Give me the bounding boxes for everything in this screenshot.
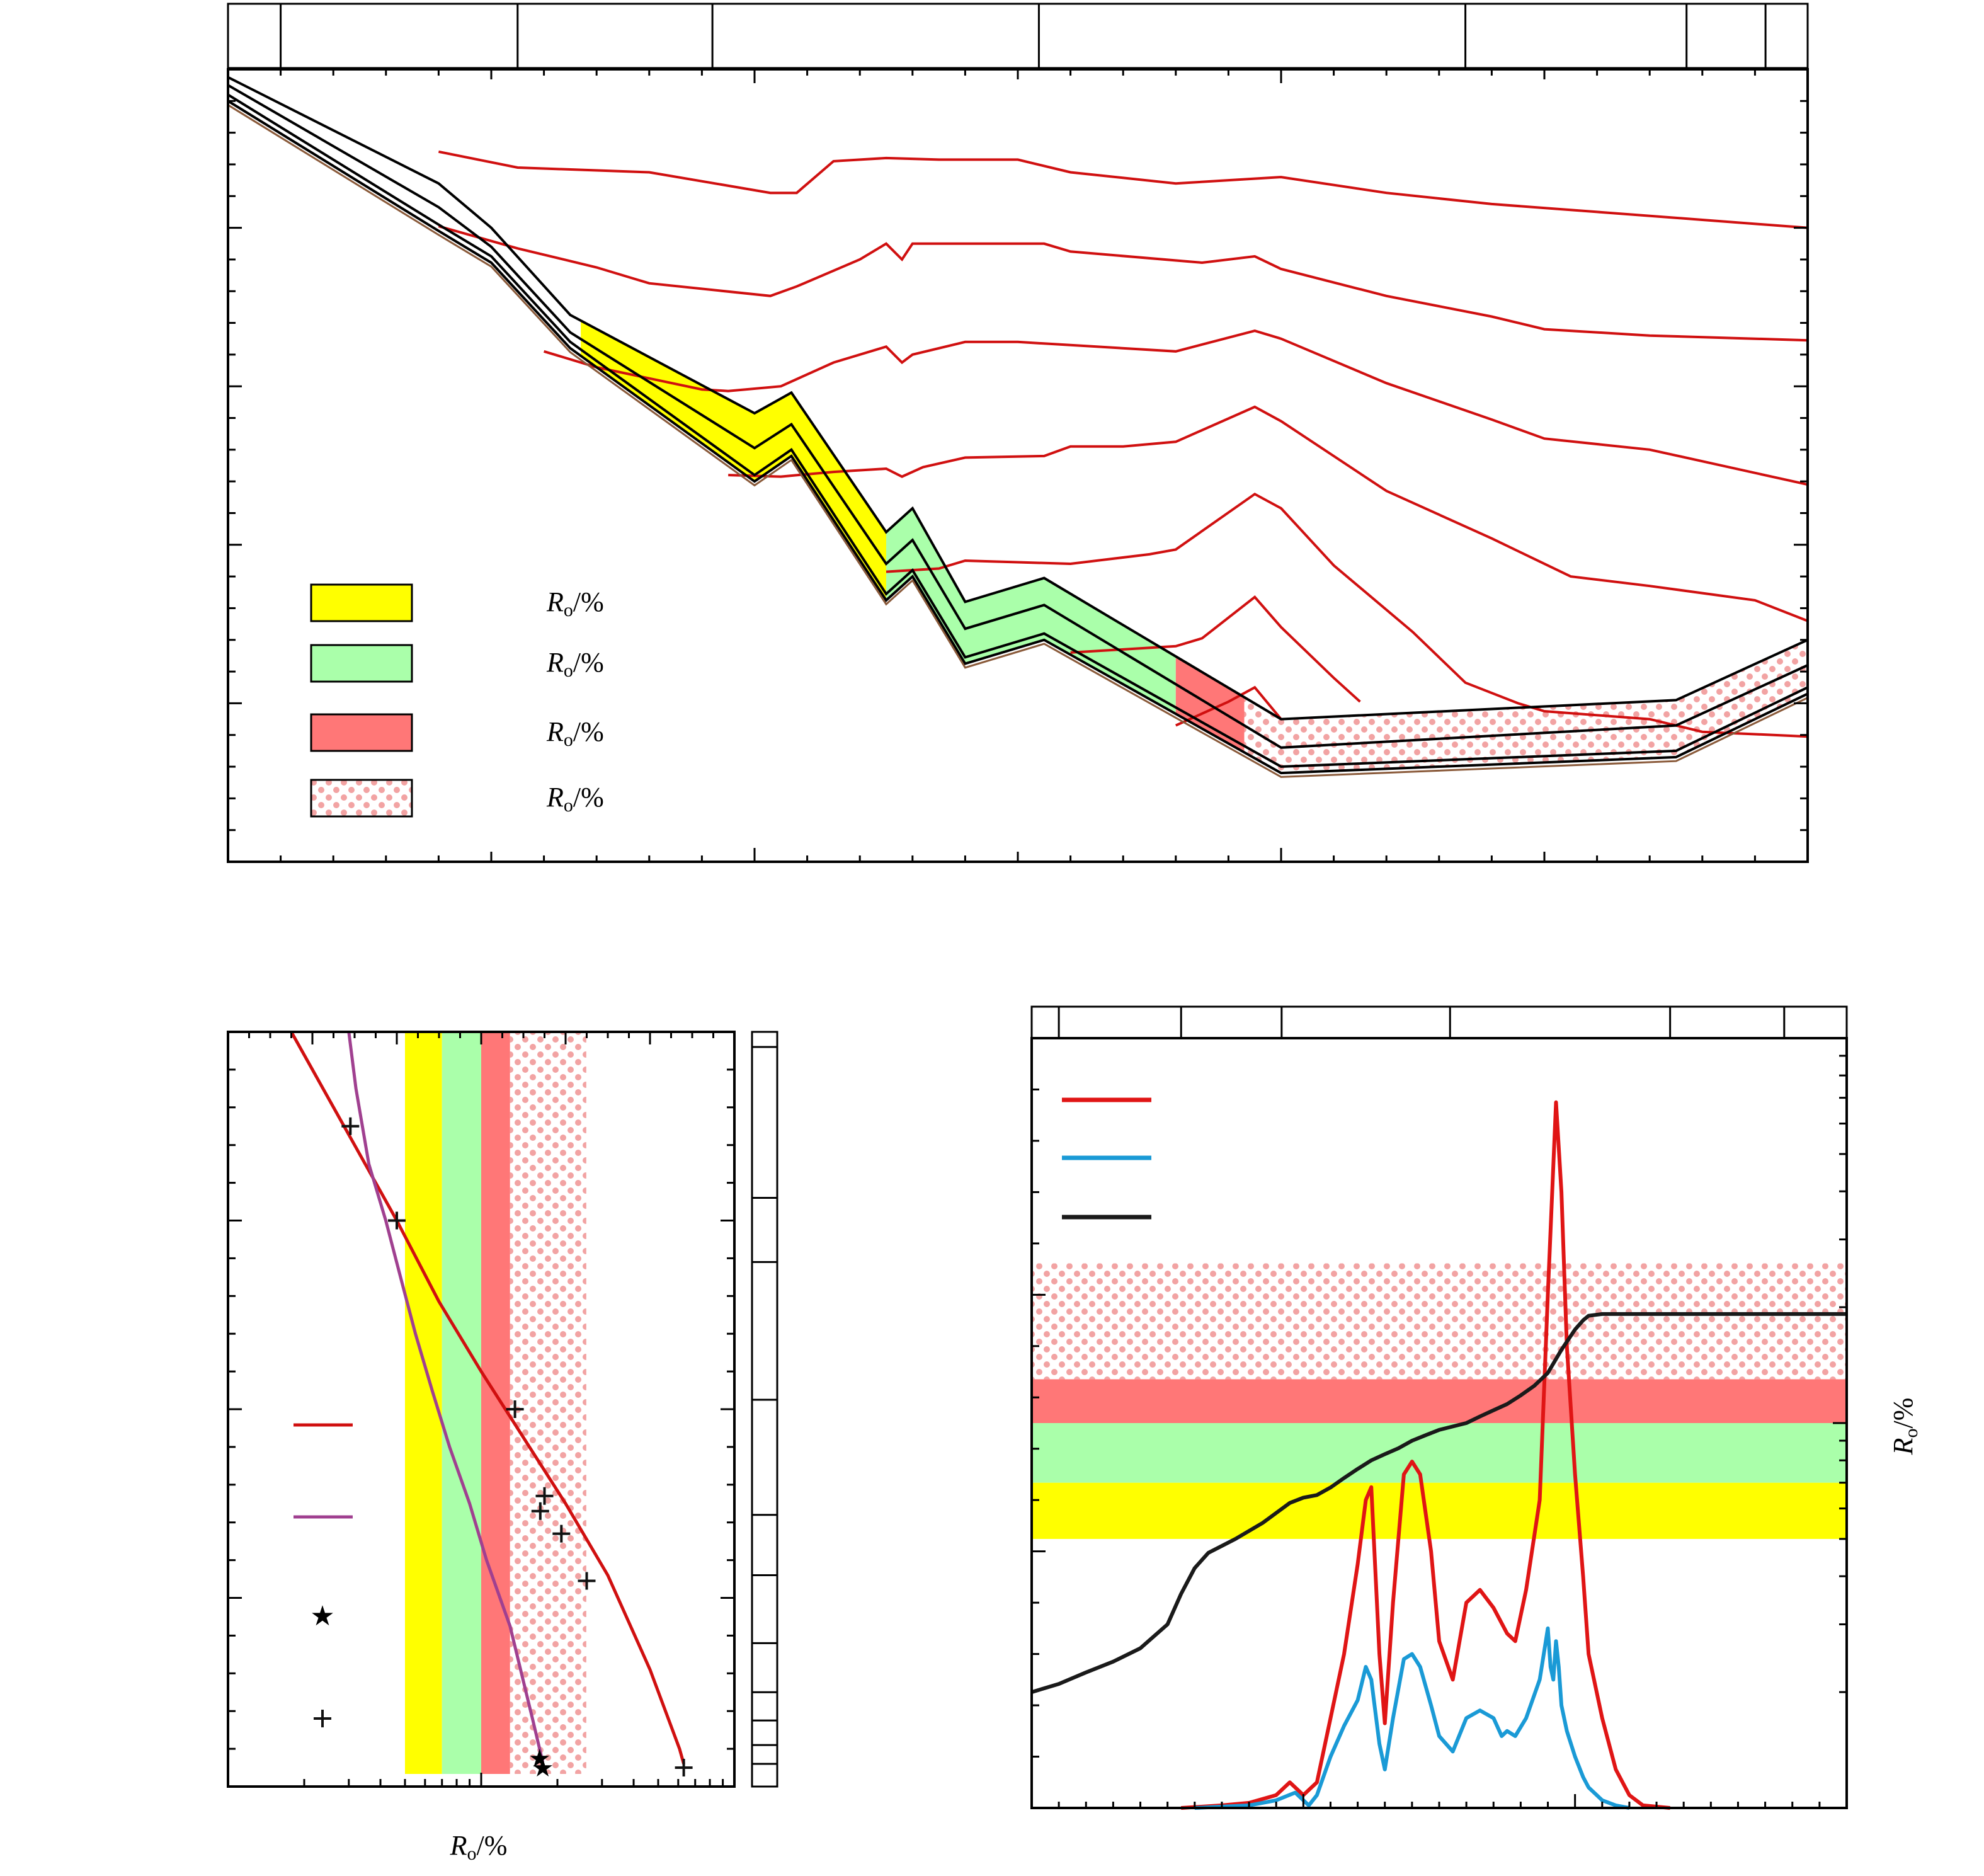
measured-temperature-point <box>552 1524 571 1543</box>
legend-unit: Ro/% <box>546 647 604 681</box>
isotherm-line <box>438 225 1808 342</box>
measured-temperature-point <box>388 1211 406 1230</box>
maturity-zone <box>886 508 1176 714</box>
measured-temperature-point <box>531 1502 549 1520</box>
series-line <box>1181 1100 1670 1810</box>
maturity-zone <box>1244 639 1808 774</box>
legend-star-icon: ★ <box>310 1600 334 1632</box>
legend-unit: Ro/% <box>546 586 604 621</box>
legend-swatch <box>310 583 413 622</box>
panel-c: Ro/% <box>1030 1005 1922 1810</box>
legend-plus-icon <box>314 1710 331 1727</box>
measured-temperature-point <box>578 1572 596 1590</box>
panel-b: ★★Ro/%★ <box>227 1031 778 1864</box>
legend-swatch <box>310 644 413 683</box>
x-axis-title: Ro/% <box>450 1830 508 1864</box>
burial-line <box>227 76 1808 721</box>
legend-swatch <box>310 713 413 752</box>
series-line <box>347 1031 545 1763</box>
measured-ro-point: ★ <box>528 1744 551 1773</box>
burial-line <box>227 93 1808 769</box>
panel-a: Ro/% Ro/% Ro/% Ro/% <box>227 3 1809 863</box>
series-line <box>290 1031 686 1764</box>
burial-line <box>227 84 1808 749</box>
period-bar <box>1030 1005 1848 1039</box>
legend-unit: Ro/% <box>546 716 604 750</box>
ro-band <box>481 1032 510 1774</box>
legend-unit: Ro/% <box>546 782 604 816</box>
measured-ro-point: ★ <box>532 1754 554 1783</box>
series-line <box>1194 1626 1630 1810</box>
legend-swatch <box>310 779 413 818</box>
ro-band <box>1032 1423 1847 1483</box>
burial-line <box>227 100 1808 775</box>
period-bar <box>227 3 1809 69</box>
isotherm-line <box>438 150 1808 229</box>
measured-temperature-point <box>506 1400 524 1418</box>
isotherm-line <box>544 329 1808 486</box>
ro-band <box>510 1032 586 1774</box>
measured-temperature-point <box>341 1117 360 1135</box>
ro-band <box>1032 1263 1847 1380</box>
y2-axis-title: Ro/% <box>1888 1398 1922 1456</box>
isotherm-line <box>728 405 1808 622</box>
series-line <box>1031 1312 1847 1694</box>
ro-band <box>1032 1482 1847 1539</box>
ro-band <box>442 1032 481 1774</box>
isotherm-line <box>886 492 1808 738</box>
strata-column <box>751 1031 778 1788</box>
measured-temperature-point <box>675 1759 693 1777</box>
burial-line-shadow <box>227 104 1808 778</box>
measured-temperature-point <box>535 1487 554 1505</box>
ro-band <box>1032 1379 1847 1423</box>
isotherm-line <box>1070 595 1361 703</box>
